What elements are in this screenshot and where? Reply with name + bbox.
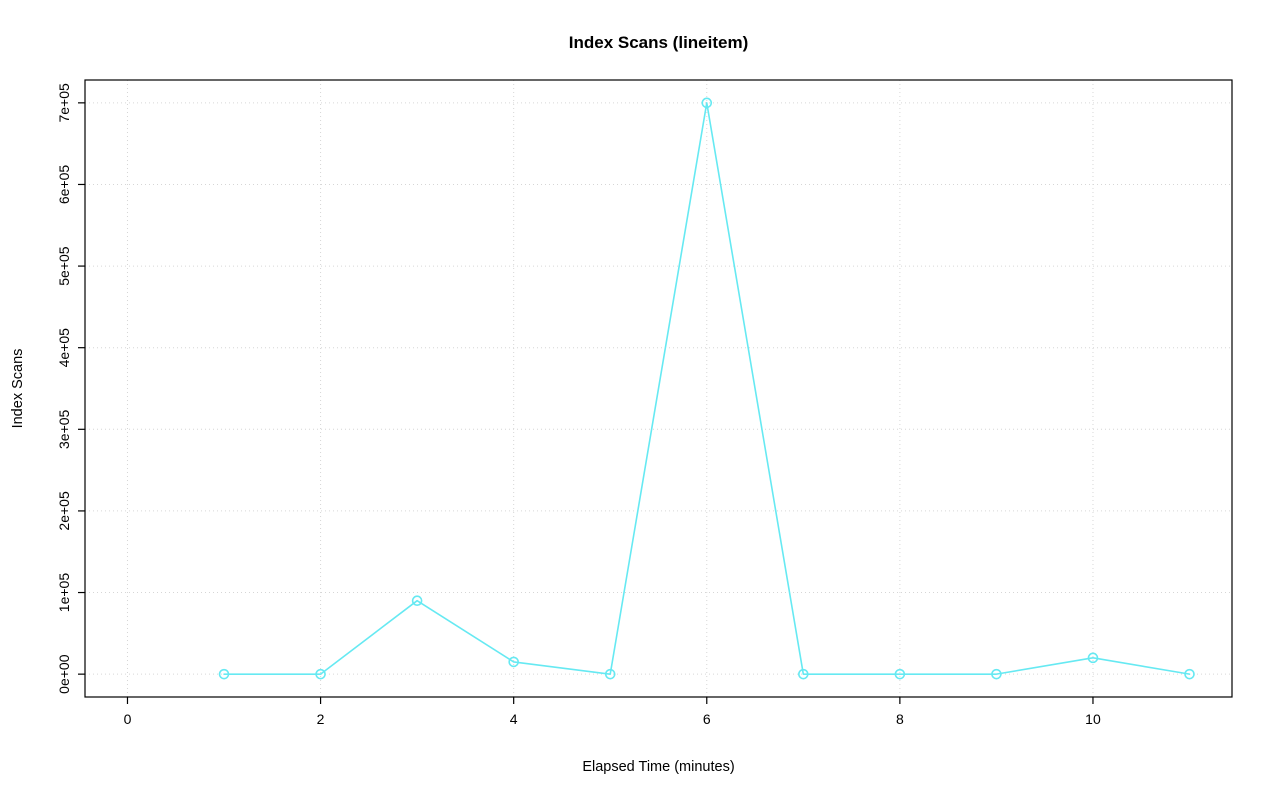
- y-tick-label: 1e+05: [56, 573, 72, 613]
- data-point-marker: [798, 668, 809, 680]
- data-point-marker: [991, 668, 1002, 680]
- chart-title: Index Scans (lineitem): [569, 33, 749, 52]
- data-point-marker: [894, 668, 906, 680]
- x-tick-label: 6: [703, 711, 711, 727]
- x-tick-label: 8: [896, 711, 904, 727]
- y-tick-label: 4e+05: [56, 328, 72, 368]
- data-point-marker: [1184, 668, 1195, 680]
- y-tick-label: 2e+05: [56, 491, 72, 531]
- y-tick-label: 0e+00: [56, 654, 72, 694]
- data-point-marker: [701, 97, 713, 109]
- data-point-marker: [604, 668, 616, 680]
- data-point-marker: [411, 595, 423, 606]
- data-point-marker: [315, 668, 326, 680]
- x-tick-label: 4: [510, 711, 518, 727]
- x-tick-label: 2: [317, 711, 325, 727]
- y-tick-label: 3e+05: [56, 409, 72, 449]
- plot-border: [84, 79, 1233, 698]
- y-tick-label: 6e+05: [56, 165, 72, 205]
- series-line: [223, 102, 1191, 675]
- y-tick-label: 7e+05: [56, 83, 72, 123]
- y-tick-label: 5e+05: [56, 246, 72, 286]
- data-point-marker: [218, 668, 230, 680]
- data-point-marker: [1087, 652, 1099, 664]
- data-point-marker: [508, 656, 519, 668]
- y-axis-label: Index Scans: [10, 349, 26, 429]
- x-tick-label: 0: [124, 711, 132, 727]
- x-axis-label: Elapsed Time (minutes): [582, 759, 734, 775]
- x-tick-label: 10: [1085, 711, 1101, 727]
